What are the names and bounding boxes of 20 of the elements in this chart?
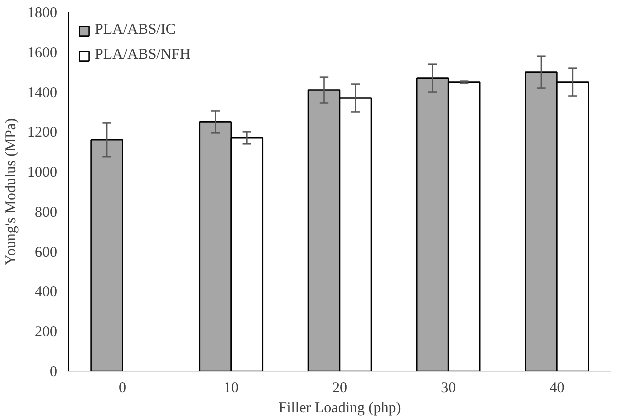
bar (90, 139, 124, 372)
y-tick-label: 1400 (28, 85, 58, 102)
x-tick-label: 10 (224, 380, 239, 396)
y-tick-label: 400 (35, 284, 58, 301)
x-tick-label: 30 (441, 380, 456, 396)
y-tick-label: 200 (35, 324, 58, 341)
y-tick-label: 1200 (28, 125, 58, 142)
legend-label: PLA/ABS/NFH (95, 47, 191, 64)
y-tick-label: 1600 (28, 45, 58, 62)
y-tick-label: 800 (35, 204, 58, 221)
y-tick-label: 0 (50, 364, 58, 380)
y-axis-title: Young's Modulus (MPa) (4, 118, 20, 266)
y-tick-label: 1000 (28, 165, 58, 182)
x-tick-label: 40 (550, 380, 565, 396)
x-tick-label: 0 (119, 380, 127, 396)
x-tick-label: 20 (332, 380, 348, 396)
y-tick-label: 600 (35, 244, 58, 261)
legend-label: PLA/ABS/IC (95, 22, 176, 39)
y-tick-label: 1800 (28, 6, 58, 22)
x-axis-title: Filler Loading (php) (278, 400, 402, 416)
